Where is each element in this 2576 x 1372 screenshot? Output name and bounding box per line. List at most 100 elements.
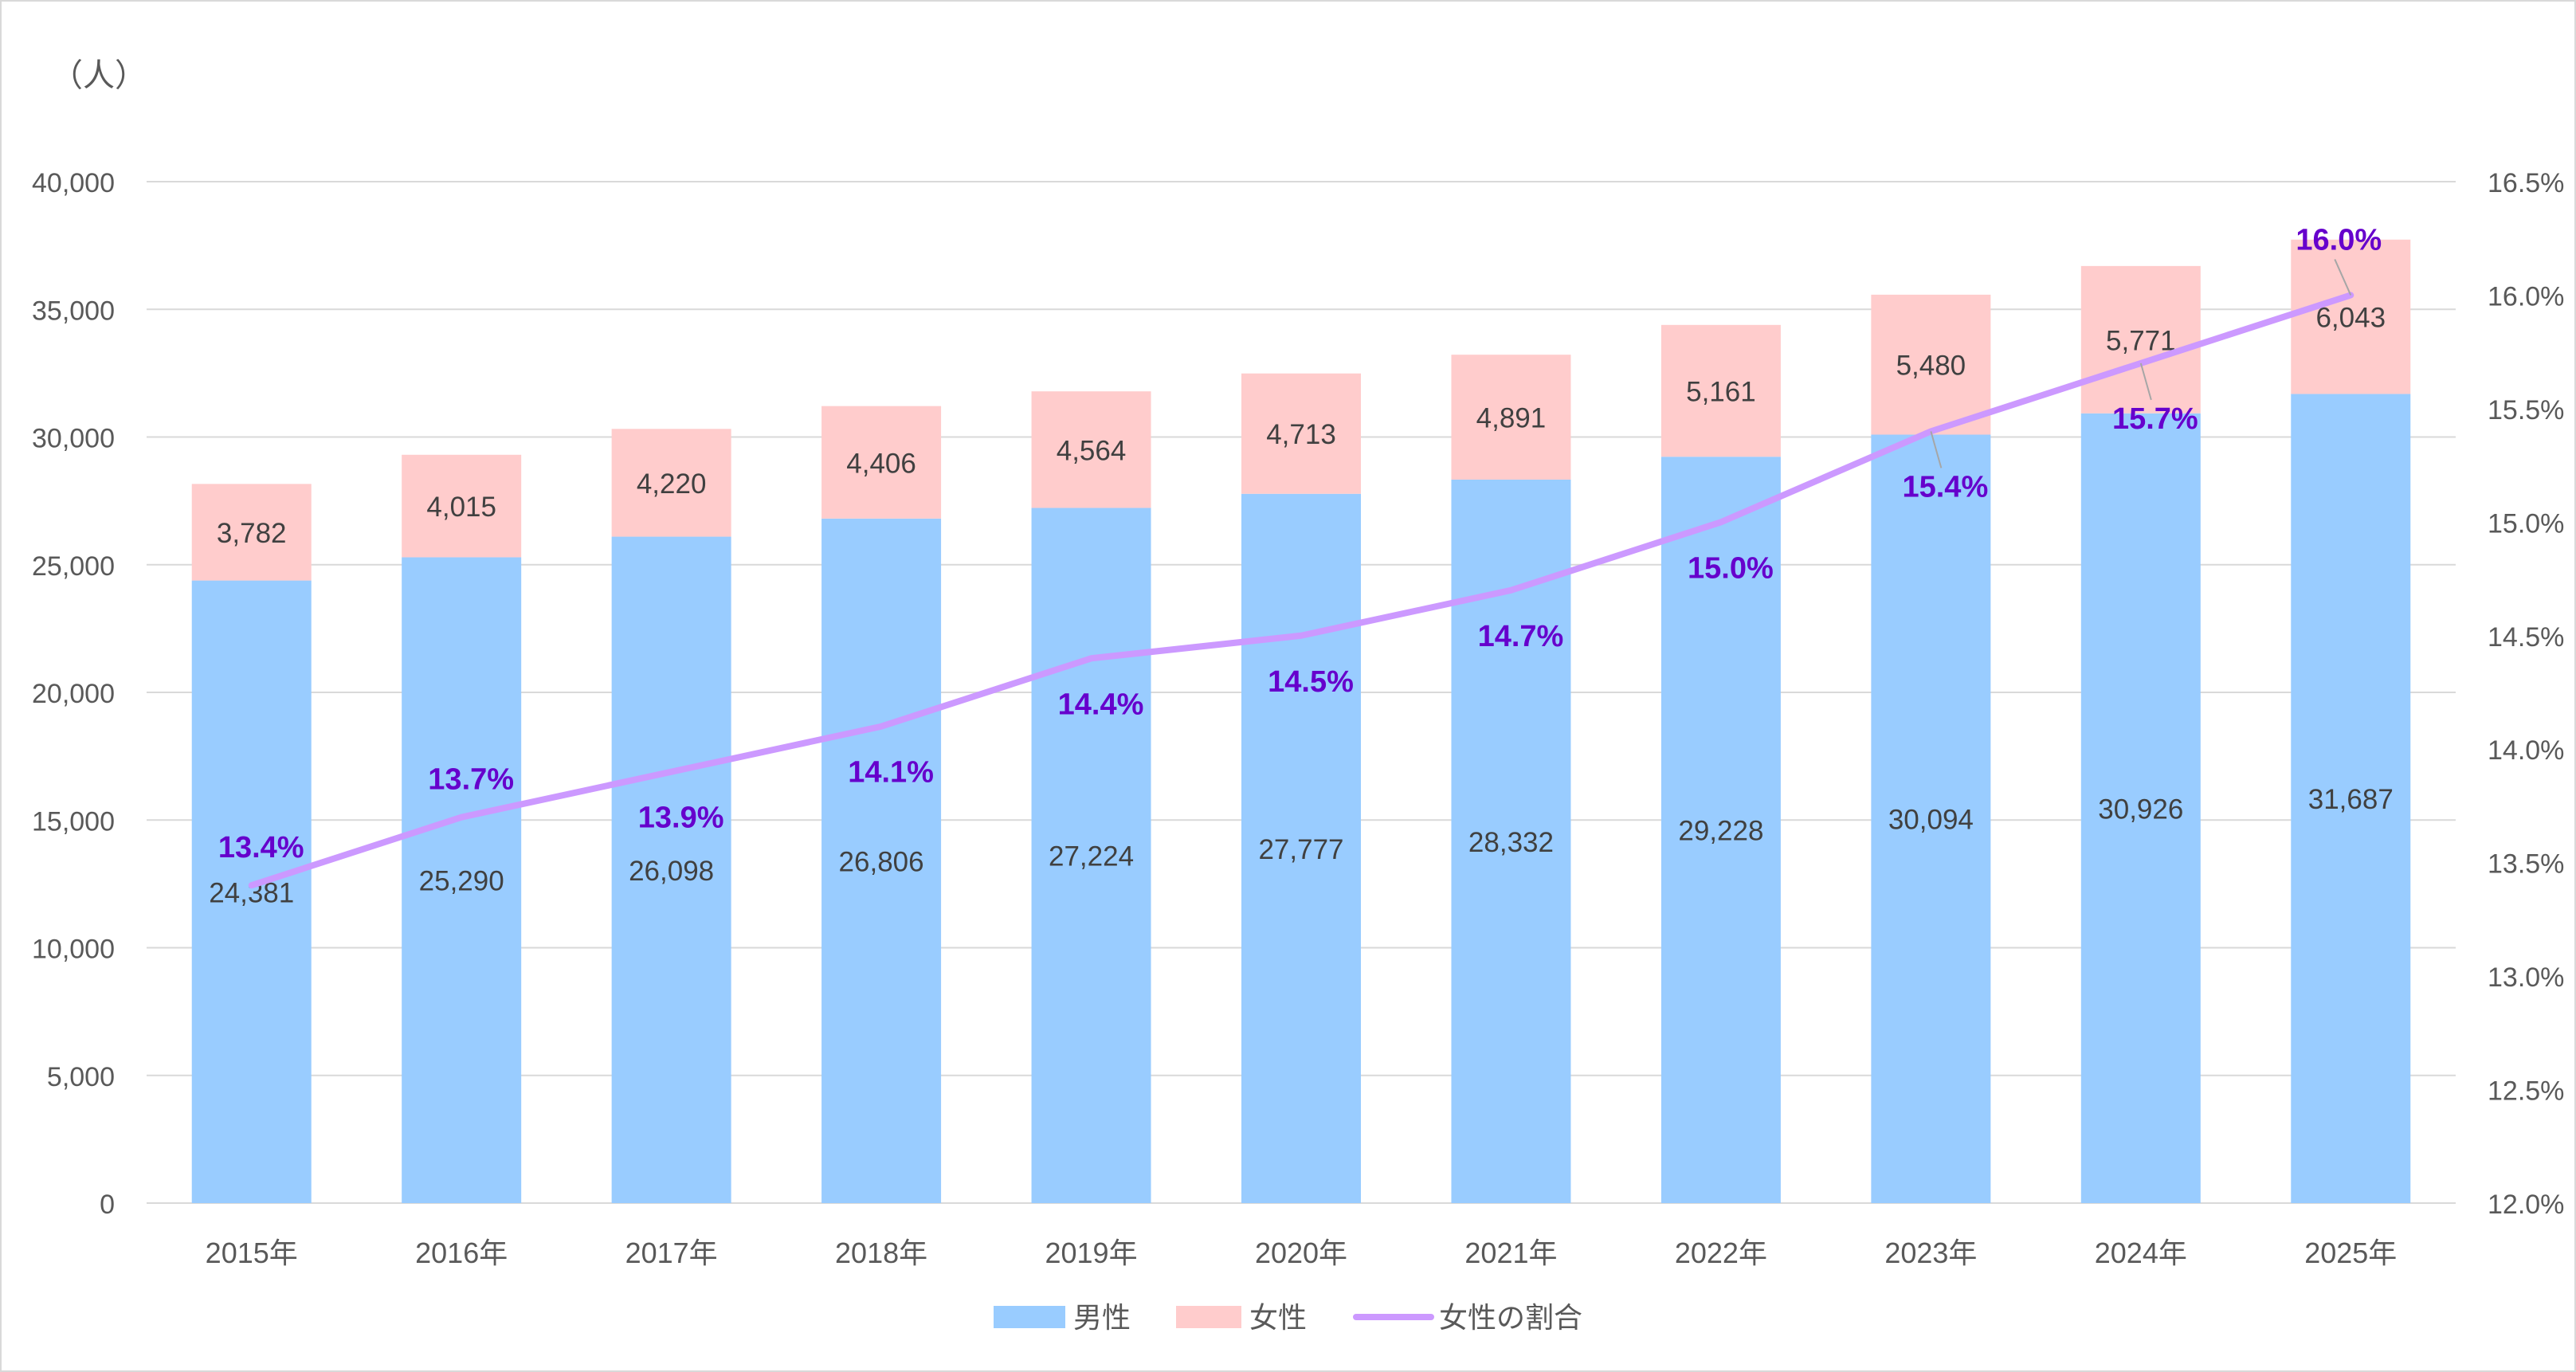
bar-female [1451, 355, 1571, 480]
male-value-label: 26,806 [839, 846, 924, 877]
male-value-label: 27,777 [1258, 834, 1343, 865]
bar-female [611, 429, 731, 537]
ratio-value-label: 13.9% [638, 802, 724, 835]
right-tick-label: 14.5% [2488, 622, 2564, 653]
x-tick-label: 2020年 [1255, 1237, 1347, 1269]
x-tick-label: 2019年 [1045, 1237, 1137, 1269]
right-tick-label: 12.0% [2488, 1190, 2564, 1220]
left-tick-label: 10,000 [32, 935, 115, 965]
x-tick-label: 2021年 [1464, 1237, 1557, 1269]
female-value-label: 4,713 [1266, 419, 1336, 450]
female-value-label: 3,782 [217, 518, 287, 549]
left-tick-label: 20,000 [32, 679, 115, 709]
x-tick-label: 2015年 [206, 1237, 298, 1269]
right-tick-label: 13.0% [2488, 962, 2564, 993]
bar-male [821, 518, 942, 1203]
bar-female [1660, 324, 1781, 457]
ratio-value-label: 13.4% [218, 831, 304, 864]
bars-layer [191, 239, 2411, 1203]
ratio-value-label: 14.7% [1478, 620, 1564, 653]
male-value-label: 28,332 [1468, 827, 1554, 858]
bar-male [402, 557, 522, 1203]
left-tick-label: 25,000 [32, 551, 115, 582]
right-tick-label: 12.5% [2488, 1076, 2564, 1107]
bar-male [1871, 434, 1991, 1203]
left-tick-label: 35,000 [32, 296, 115, 326]
ratio-value-label: 15.4% [1902, 470, 1988, 504]
female-value-label: 4,220 [637, 468, 707, 500]
left-tick-label: 40,000 [32, 168, 115, 198]
ratio-value-label: 15.0% [1688, 551, 1774, 585]
bar-female [402, 454, 522, 558]
left-tick-label: 0 [100, 1190, 115, 1220]
bar-male [1031, 508, 1151, 1203]
female-value-label: 6,043 [2315, 303, 2386, 334]
bar-female [2080, 265, 2201, 414]
bar-female [821, 406, 942, 519]
female-value-label: 5,161 [1686, 377, 1756, 408]
ratio-value-label: 15.7% [2112, 402, 2198, 436]
leader-line [1930, 431, 1943, 468]
ratio-line-layer [248, 292, 2354, 889]
x-tick-label: 2017年 [625, 1237, 718, 1269]
leader-line [2334, 259, 2352, 296]
male-value-label: 27,224 [1049, 841, 1134, 872]
female-value-label: 4,015 [426, 492, 496, 523]
bar-male [2080, 413, 2201, 1203]
left-tick-label: 30,000 [32, 424, 115, 454]
legend-label: 女性の割合 [1439, 1301, 1582, 1334]
legend-label: 男性 [1073, 1301, 1131, 1334]
bar-male [1660, 457, 1781, 1203]
x-tick-label: 2023年 [1884, 1237, 1977, 1269]
right-tick-label: 13.5% [2488, 849, 2564, 880]
bar-female [1031, 391, 1151, 508]
male-value-label: 25,290 [419, 866, 504, 897]
female-value-label: 5,480 [1896, 351, 1966, 382]
female-value-label: 4,406 [846, 448, 916, 479]
bar-male [1241, 493, 1361, 1203]
right-tick-label: 16.0% [2488, 281, 2564, 312]
female-value-label: 4,891 [1476, 403, 1547, 434]
right-axis-ticks: 12.0% 12.5% 13.0% 13.5% 14.0% 14.5% 15.0% 15.5%… [2488, 168, 2564, 1220]
right-tick-label: 14.0% [2488, 735, 2564, 766]
male-value-label: 30,094 [1888, 805, 1974, 836]
bar-female [1871, 294, 1991, 435]
male-value-label: 30,926 [2098, 794, 2183, 825]
ratio-value-label: 16.0% [2296, 223, 2382, 257]
x-tick-label: 2025年 [2304, 1237, 2397, 1269]
male-value-label: 26,098 [629, 856, 714, 887]
male-value-label: 31,687 [2308, 784, 2394, 815]
leader-line [2139, 363, 2152, 401]
bar-data-labels: 24,3813,78225,2904,01526,0984,22026,8064… [209, 303, 2394, 909]
bar-female [2291, 239, 2411, 394]
bar-female [1241, 373, 1361, 494]
right-tick-label: 15.0% [2488, 508, 2564, 539]
x-tick-label: 2024年 [2095, 1237, 2187, 1269]
right-tick-label: 15.5% [2488, 395, 2564, 425]
female-value-label: 4,564 [1057, 435, 1127, 466]
ratio-value-label: 13.7% [428, 763, 514, 797]
ratio-value-label: 14.5% [1268, 665, 1354, 699]
x-tick-label: 2022年 [1675, 1237, 1767, 1269]
ratio-value-label: 14.1% [848, 756, 934, 790]
legend: 男性 女性 女性の割合 [994, 1301, 1582, 1334]
ratio-value-label: 14.4% [1058, 688, 1144, 721]
ratio-line [248, 292, 2354, 889]
bar-female [191, 484, 312, 581]
bar-male [191, 580, 312, 1203]
left-axis-ticks: 0 5,000 10,000 15,000 20,000 25,000 30,000 35,0… [32, 168, 115, 1220]
legend-label: 女性 [1249, 1301, 1307, 1334]
y-axis-unit-label: （人） [51, 58, 147, 93]
female-value-label: 5,771 [2106, 325, 2176, 356]
left-tick-label: 15,000 [32, 806, 115, 837]
male-value-label: 29,228 [1678, 816, 1763, 847]
legend-swatch [1176, 1306, 1241, 1328]
bar-male [611, 536, 731, 1203]
right-tick-label: 16.5% [2488, 168, 2564, 198]
x-tick-label: 2016年 [415, 1237, 508, 1269]
x-tick-label: 2018年 [835, 1237, 927, 1269]
x-axis-ticks: 2015年 2016年 2017年 2018年 2019年 2020年 2021年 2022年… [206, 1237, 2398, 1269]
bar-male [2291, 394, 2411, 1203]
